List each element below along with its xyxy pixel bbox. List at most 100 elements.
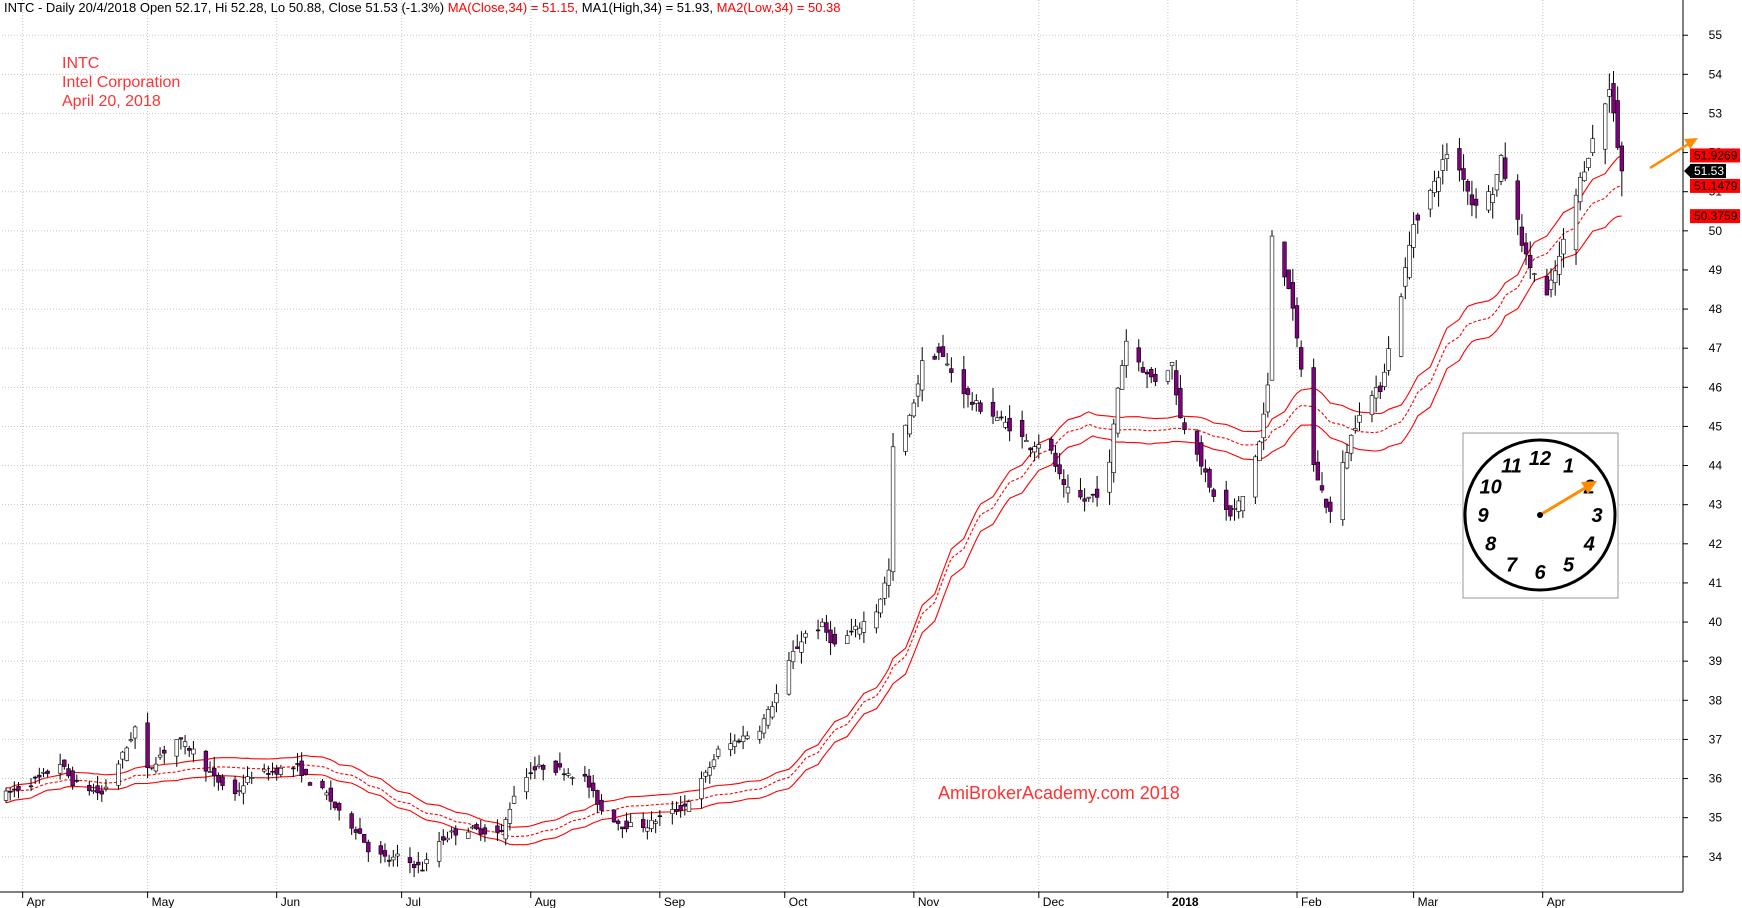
candle — [1207, 467, 1212, 493]
candle — [994, 410, 1000, 421]
candle — [649, 811, 654, 833]
candle-body-up — [324, 792, 329, 796]
candle-body-up — [853, 625, 858, 630]
candle — [1319, 472, 1325, 493]
candle-body-up — [707, 767, 712, 776]
candle — [903, 424, 908, 456]
candle-body-down — [1311, 367, 1316, 465]
candle-body-up — [1024, 440, 1029, 443]
candle — [761, 713, 767, 739]
candle-body-down — [1149, 368, 1154, 378]
candle — [87, 781, 92, 796]
clock-number: 6 — [1534, 562, 1546, 584]
x-tick-label: Jul — [406, 895, 421, 908]
candle-body-up — [1553, 270, 1558, 284]
candle-body-down — [582, 773, 588, 777]
header-ma1-high: MA1(High,34) = 51.93, — [582, 0, 713, 15]
candle — [1082, 488, 1087, 512]
candle-body-up — [249, 777, 254, 779]
candle — [553, 760, 558, 776]
candle — [1440, 144, 1445, 185]
candle-body-down — [1211, 489, 1216, 497]
candle — [653, 818, 658, 834]
candle — [1269, 230, 1275, 381]
candle-body-up — [1086, 496, 1091, 499]
candle-body-up — [911, 402, 917, 417]
candle — [1119, 359, 1125, 390]
candle — [332, 801, 338, 811]
candle — [1523, 232, 1529, 266]
candle-body-down — [1094, 488, 1100, 498]
candle — [353, 826, 358, 840]
candle — [707, 761, 712, 784]
candle — [436, 832, 442, 868]
candle-body-up — [1573, 194, 1579, 251]
candle — [1282, 241, 1287, 286]
candle-body-down — [595, 790, 600, 805]
price-label-close: 51.53 — [1694, 164, 1724, 178]
candle-body-down — [495, 825, 500, 833]
candle-body-down — [382, 850, 388, 857]
candle — [237, 782, 242, 797]
ma-high-line — [5, 154, 1623, 828]
y-tick-label: 50 — [1709, 224, 1723, 238]
candle-body-down — [416, 861, 421, 866]
clock-hand-arrow — [1581, 481, 1597, 494]
clock-number: 8 — [1485, 534, 1497, 556]
candle — [611, 809, 617, 823]
candle-body-down — [561, 773, 567, 776]
y-tick-label: 37 — [1709, 732, 1723, 746]
candle — [3, 787, 9, 803]
candle — [541, 763, 546, 781]
annotation-date: April 20, 2018 — [62, 93, 161, 110]
candle — [961, 356, 967, 409]
candle-body-down — [212, 767, 217, 777]
candle-body-down — [291, 767, 296, 770]
candle-body-down — [366, 841, 371, 853]
candle — [1407, 231, 1412, 280]
clock-number: 10 — [1480, 477, 1502, 499]
candle-body-down — [624, 820, 629, 830]
candle — [657, 810, 663, 826]
candle-body-down — [28, 785, 34, 788]
candle-body-down — [220, 776, 225, 786]
candle — [845, 630, 850, 645]
candle-body-down — [1053, 452, 1058, 467]
candle — [1573, 188, 1579, 265]
candle-body-down — [599, 799, 604, 811]
candle-body-up — [1382, 371, 1387, 387]
watermark-text: AmiBrokerAcademy.com 2018 — [938, 783, 1180, 803]
candle-body-up — [1119, 365, 1125, 390]
candle-body-up — [1373, 387, 1379, 399]
candle-body-up — [703, 771, 708, 777]
candle — [411, 860, 417, 878]
candle-body-down — [203, 750, 209, 772]
candle — [795, 634, 800, 650]
candle-body-down — [1090, 493, 1096, 496]
candle — [278, 764, 284, 778]
candle-body-down — [1323, 498, 1329, 508]
y-tick-label: 38 — [1709, 693, 1723, 707]
candle — [1194, 428, 1200, 462]
candle-body-up — [711, 759, 717, 767]
candle-body-down — [528, 772, 533, 775]
candle-body-down — [1461, 168, 1466, 180]
candle-body-down — [832, 633, 837, 645]
price-label-ma-high-bg — [1690, 148, 1740, 163]
candle — [790, 640, 796, 670]
candle-body-down — [553, 760, 558, 773]
candle — [474, 822, 479, 831]
candle — [1153, 367, 1158, 387]
candle-body-down — [978, 402, 983, 412]
candle-body-down — [795, 646, 800, 649]
candle — [191, 740, 196, 763]
candle — [66, 763, 71, 779]
price-label-ma-low: 50.3759 — [1694, 209, 1738, 223]
candle — [561, 768, 567, 781]
candle-body-up — [1032, 446, 1037, 453]
clock-number: 9 — [1477, 505, 1489, 527]
candle-body-down — [474, 824, 479, 830]
candle-body-up — [570, 777, 575, 779]
candle-body-up — [1498, 155, 1504, 182]
candlesticks — [3, 71, 1625, 878]
